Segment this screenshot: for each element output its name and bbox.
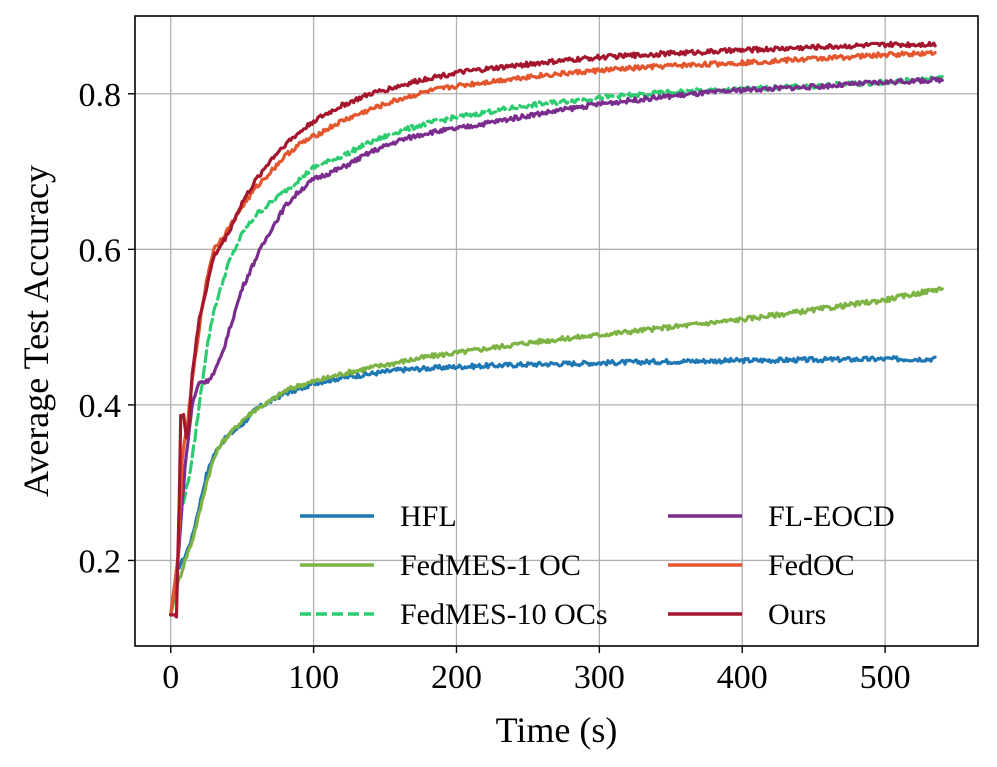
legend-label: FL-EOCD [768,500,895,533]
legend-label: FedMES-10 OCs [400,598,608,631]
x-tick-label: 200 [431,659,482,696]
x-axis-ticks: 0 100 200 300 400 500 [162,646,911,696]
plot-frame [134,15,979,647]
x-axis-label: Time (s) [496,710,618,750]
x-tick-label: 0 [162,659,179,696]
series-layer [169,40,944,619]
y-tick-label: 0.6 [79,232,122,269]
x-tick-label: 300 [574,659,625,696]
series-line-fedmes-10-ocs [169,74,944,617]
legend-label: FedOC [768,549,855,582]
y-tick-label: 0.2 [79,543,122,580]
legend-label: Ours [768,598,826,631]
y-axis-ticks: 0.2 0.4 0.6 0.8 [79,77,135,580]
x-tick-label: 400 [717,659,768,696]
y-tick-label: 0.4 [79,388,122,425]
x-tick-label: 500 [860,659,911,696]
series-line-ours [169,40,937,619]
series-line-fl-eocd [169,76,944,617]
y-tick-label: 0.8 [79,77,122,114]
legend: HFL FedMES-1 OC FedMES-10 OCs FL-EOCD FedOC O… [300,500,895,631]
x-tick-label: 100 [288,659,339,696]
legend-label: FedMES-1 OC [400,549,581,582]
y-axis-label: Average Test Accuracy [16,165,56,497]
series-line-hfl [169,355,937,617]
legend-label: HFL [400,500,457,533]
series-line-fedmes-1-oc [169,286,944,617]
series-line-fedoc [169,49,937,617]
